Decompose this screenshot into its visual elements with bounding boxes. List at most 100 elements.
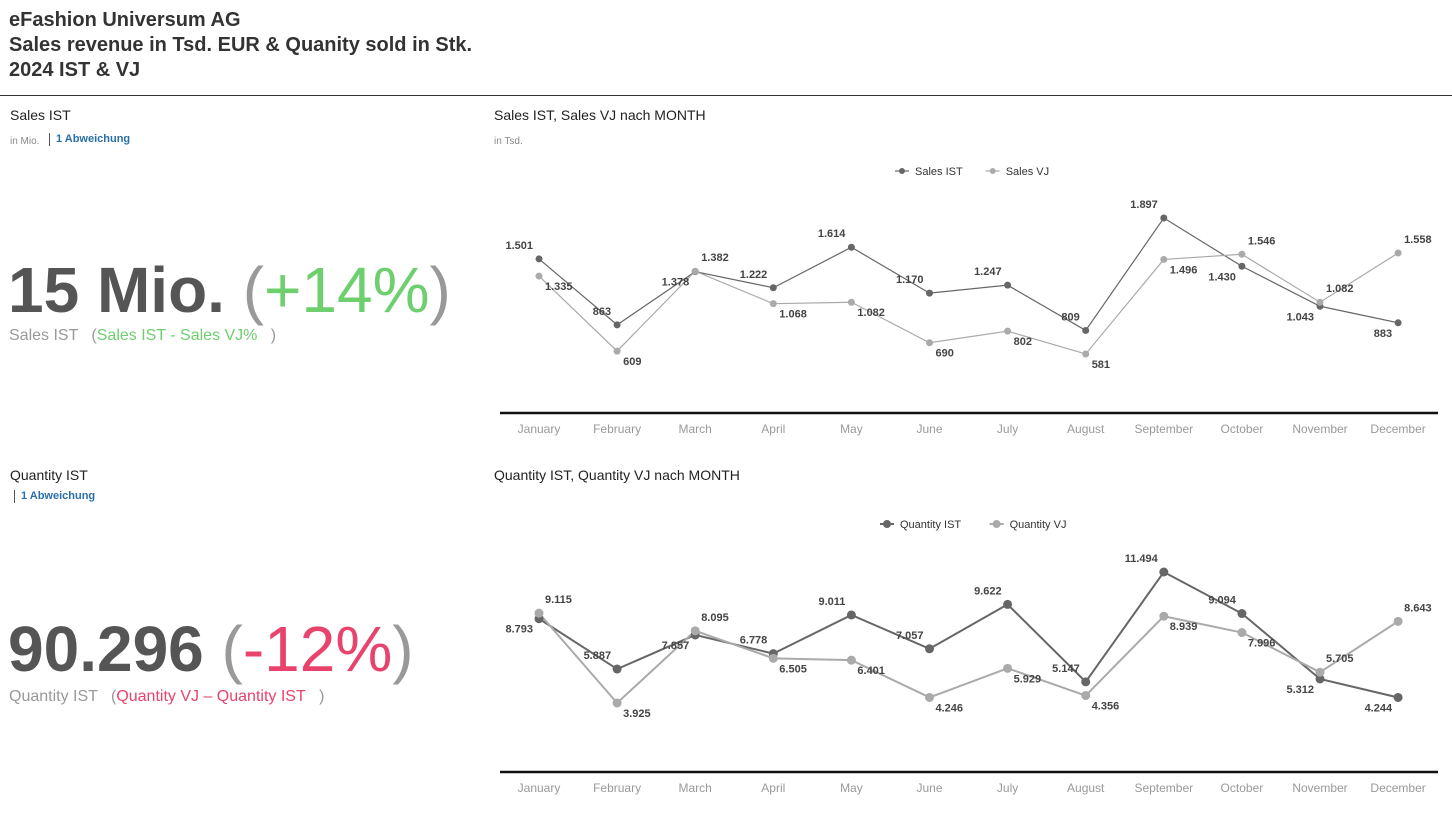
header-subtitle: Sales revenue in Tsd. EUR & Quanity sold… (9, 34, 473, 56)
sales-tick-label-7: August (1067, 422, 1105, 436)
quantity-data-label-1-8: 8.939 (1170, 621, 1198, 633)
quantity-data-label-0-5: 7.057 (896, 630, 924, 642)
quantity-tick-label-11: December (1370, 781, 1425, 795)
kpi-quantity-sub-label: Quantity IST (9, 688, 98, 705)
sales-data-label-1-10: 1.082 (1326, 283, 1354, 295)
kpi-quantity-separator (14, 490, 15, 503)
quantity-point-1-3 (768, 653, 778, 663)
quantity-data-label-1-1: 3.925 (623, 708, 651, 720)
quantity-data-label-0-2: 7.857 (662, 640, 690, 652)
quantity-data-label-1-9: 7.996 (1248, 638, 1276, 650)
quantity-data-label-0-4: 9.011 (818, 596, 845, 608)
quantity-point-1-8 (1159, 611, 1169, 621)
quantity-series-line-1 (538, 612, 1399, 705)
quantity-point-1-7 (1081, 691, 1091, 701)
quantity-tick-label-5: June (916, 781, 942, 795)
sales-point-0-11 (1394, 319, 1402, 327)
sales-data-label-0-9: 1.430 (1208, 271, 1236, 283)
sales-point-0-1 (613, 321, 621, 329)
sales-tick-label-6: July (997, 422, 1018, 436)
quantity-data-label-1-11: 8.643 (1404, 602, 1432, 614)
quantity-point-0-11 (1393, 692, 1403, 702)
kpi-quantity-value: 90.296 (-12%) (8, 617, 414, 681)
quantity-point-0-10 (1315, 674, 1325, 684)
header-company: eFashion Universum AG (9, 9, 241, 31)
sales-legend-marker-0 (899, 168, 905, 174)
sales-legend-item-0: Sales IST (895, 166, 963, 178)
quantity-point-0-8 (1159, 567, 1169, 577)
kpi-quantity-title: Quantity IST (10, 467, 88, 483)
sales-data-label-0-7: 809 (1061, 311, 1079, 323)
kpi-sales-sub-label: Sales IST (9, 327, 79, 344)
sales-point-0-6 (1004, 281, 1012, 289)
kpi-quantity-paren-close: ) (392, 613, 414, 685)
sales-tick-label-4: May (840, 422, 863, 436)
sales-point-1-5 (926, 339, 933, 347)
kpi-sales-value: 15 Mio. (+14%) (8, 258, 451, 322)
quantity-legend-label-1: Quantity VJ (1010, 519, 1067, 531)
sales-point-0-0 (535, 255, 543, 263)
quantity-data-label-1-2: 8.095 (701, 612, 729, 624)
quantity-point-1-11 (1393, 616, 1403, 626)
sales-data-label-1-11: 1.558 (1404, 234, 1432, 246)
sales-data-label-0-0: 1.501 (505, 240, 533, 252)
kpi-quantity-deviation-link[interactable]: 1 Abweichung (21, 490, 96, 502)
kpi-sales-unit: in Mio. (10, 136, 40, 147)
kpi-quantity-number: 90.296 (8, 613, 204, 685)
quantity-point-1-1 (612, 698, 622, 708)
sales-data-label-0-3: 1.222 (740, 269, 768, 281)
sales-chart-unit: in Tsd. (494, 136, 523, 147)
sales-point-0-3 (769, 284, 777, 292)
sales-point-1-2 (691, 267, 699, 275)
quantity-point-1-5 (925, 692, 934, 702)
header-period: 2024 IST & VJ (9, 59, 141, 81)
sales-data-label-0-4: 1.614 (818, 228, 846, 240)
kpi-sales-paren-close: ) (429, 254, 451, 326)
quantity-point-1-2 (690, 626, 700, 636)
quantity-data-label-1-7: 4.356 (1092, 701, 1120, 713)
quantity-tick-label-10: November (1292, 781, 1347, 795)
kpi-sales-deviation-link[interactable]: 1 Abweichung (56, 133, 131, 145)
sales-tick-label-10: November (1292, 422, 1347, 436)
quantity-data-label-1-3: 6.505 (779, 663, 807, 675)
quantity-point-0-9 (1237, 609, 1247, 619)
quantity-point-1-4 (846, 655, 856, 665)
sales-tick-label-9: October (1221, 422, 1264, 436)
sales-data-label-1-8: 1.496 (1170, 264, 1198, 276)
sales-legend-label-1: Sales VJ (1006, 166, 1049, 178)
sales-data-label-1-9: 1.546 (1248, 235, 1276, 247)
quantity-point-0-4 (846, 610, 856, 620)
sales-tick-label-0: January (518, 422, 561, 436)
sales-data-label-0-8: 1.897 (1130, 199, 1158, 211)
quantity-data-label-1-10: 5.705 (1326, 653, 1354, 665)
sales-point-1-9 (1238, 250, 1246, 258)
quantity-data-label-1-6: 5.929 (1014, 673, 1042, 685)
kpi-sales-sub-formula: Sales IST - Sales VJ% (96, 327, 258, 344)
sales-point-1-11 (1394, 249, 1402, 257)
kpi-quantity-sub-paren-open: ( (110, 688, 117, 705)
kpi-sales-sub-paren-open: ( (91, 327, 97, 344)
sales-chart-title: Sales IST, Sales VJ nach MONTH (494, 107, 706, 123)
quantity-data-label-0-7: 5.147 (1052, 663, 1080, 675)
quantity-line-chart: Quantity IST Quantity VJ 8.793 5.887 7.857 6.… (500, 519, 1438, 795)
sales-tick-label-1: February (593, 422, 641, 436)
sales-data-label-0-6: 1.247 (974, 266, 1002, 278)
sales-data-label-1-5: 690 (936, 348, 954, 360)
quantity-data-label-0-11: 4.244 (1365, 702, 1393, 714)
quantity-data-label-1-5: 4.246 (936, 702, 964, 714)
quantity-data-label-0-0: 8.793 (505, 624, 533, 636)
quantity-point-1-0 (534, 608, 544, 618)
sales-point-1-3 (769, 300, 777, 308)
sales-point-1-7 (1082, 350, 1090, 358)
quantity-point-1-9 (1237, 628, 1247, 638)
quantity-point-1-6 (1003, 663, 1013, 673)
sales-point-1-10 (1316, 298, 1324, 306)
kpi-sales-number: 15 Mio. (8, 254, 225, 326)
sales-legend-label-0: Sales IST (915, 166, 963, 178)
sales-point-0-5 (926, 289, 933, 297)
sales-point-0-8 (1160, 214, 1168, 222)
quantity-point-0-5 (925, 644, 934, 654)
quantity-tick-label-1: February (593, 781, 641, 795)
sales-point-1-4 (847, 298, 855, 306)
sales-tick-label-3: April (761, 422, 785, 436)
